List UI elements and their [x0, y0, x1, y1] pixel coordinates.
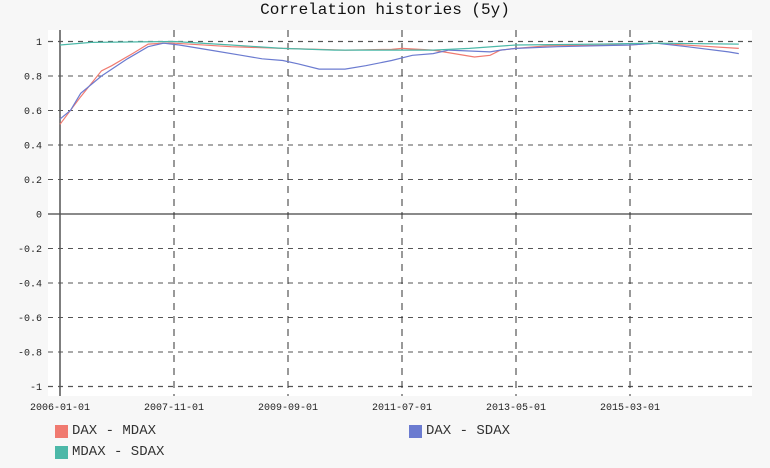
y-tick-label: -1	[30, 383, 42, 394]
legend-item-dax-sdax[interactable]: DAX - SDAX	[409, 423, 510, 439]
y-tick-label: -0.8	[18, 349, 42, 360]
legend-label: MDAX - SDAX	[72, 444, 165, 460]
y-tick-label: 0.6	[24, 107, 42, 118]
y-tick-label: -0.6	[18, 314, 42, 325]
x-tick-label: 2006-01-01	[30, 403, 90, 414]
plot-background	[48, 30, 752, 396]
legend-item-dax-mdax[interactable]: DAX - MDAX	[55, 423, 156, 439]
y-tick-label: -0.2	[18, 245, 42, 256]
y-tick-label: 0.8	[24, 73, 42, 84]
series-line-dax-mdax	[59, 42, 739, 125]
legend-swatch	[55, 424, 68, 438]
legend-swatch	[409, 424, 422, 438]
legend-swatch	[55, 445, 68, 459]
x-tick-label: 2009-09-01	[258, 403, 318, 414]
x-tick-label: 2015-03-01	[600, 403, 660, 414]
y-tick-label: 1	[36, 38, 42, 49]
y-tick-label: 0.2	[24, 176, 42, 187]
legend-item-mdax-sdax[interactable]: MDAX - SDAX	[55, 444, 164, 460]
y-tick-label: 0	[36, 211, 42, 222]
y-tick-label: 0.4	[24, 142, 42, 153]
legend-label: DAX - MDAX	[72, 423, 157, 439]
y-tick-label: -0.4	[18, 280, 42, 291]
x-tick-label: 2013-05-01	[486, 403, 546, 414]
x-tick-label: 2007-11-01	[144, 403, 204, 414]
chart-title: Correlation histories (5y)	[260, 1, 510, 19]
series-line-mdax-sdax	[59, 40, 739, 51]
x-tick-label: 2011-07-01	[372, 403, 432, 414]
series-line-dax-sdax	[59, 42, 739, 120]
legend-label: DAX - SDAX	[426, 423, 511, 439]
